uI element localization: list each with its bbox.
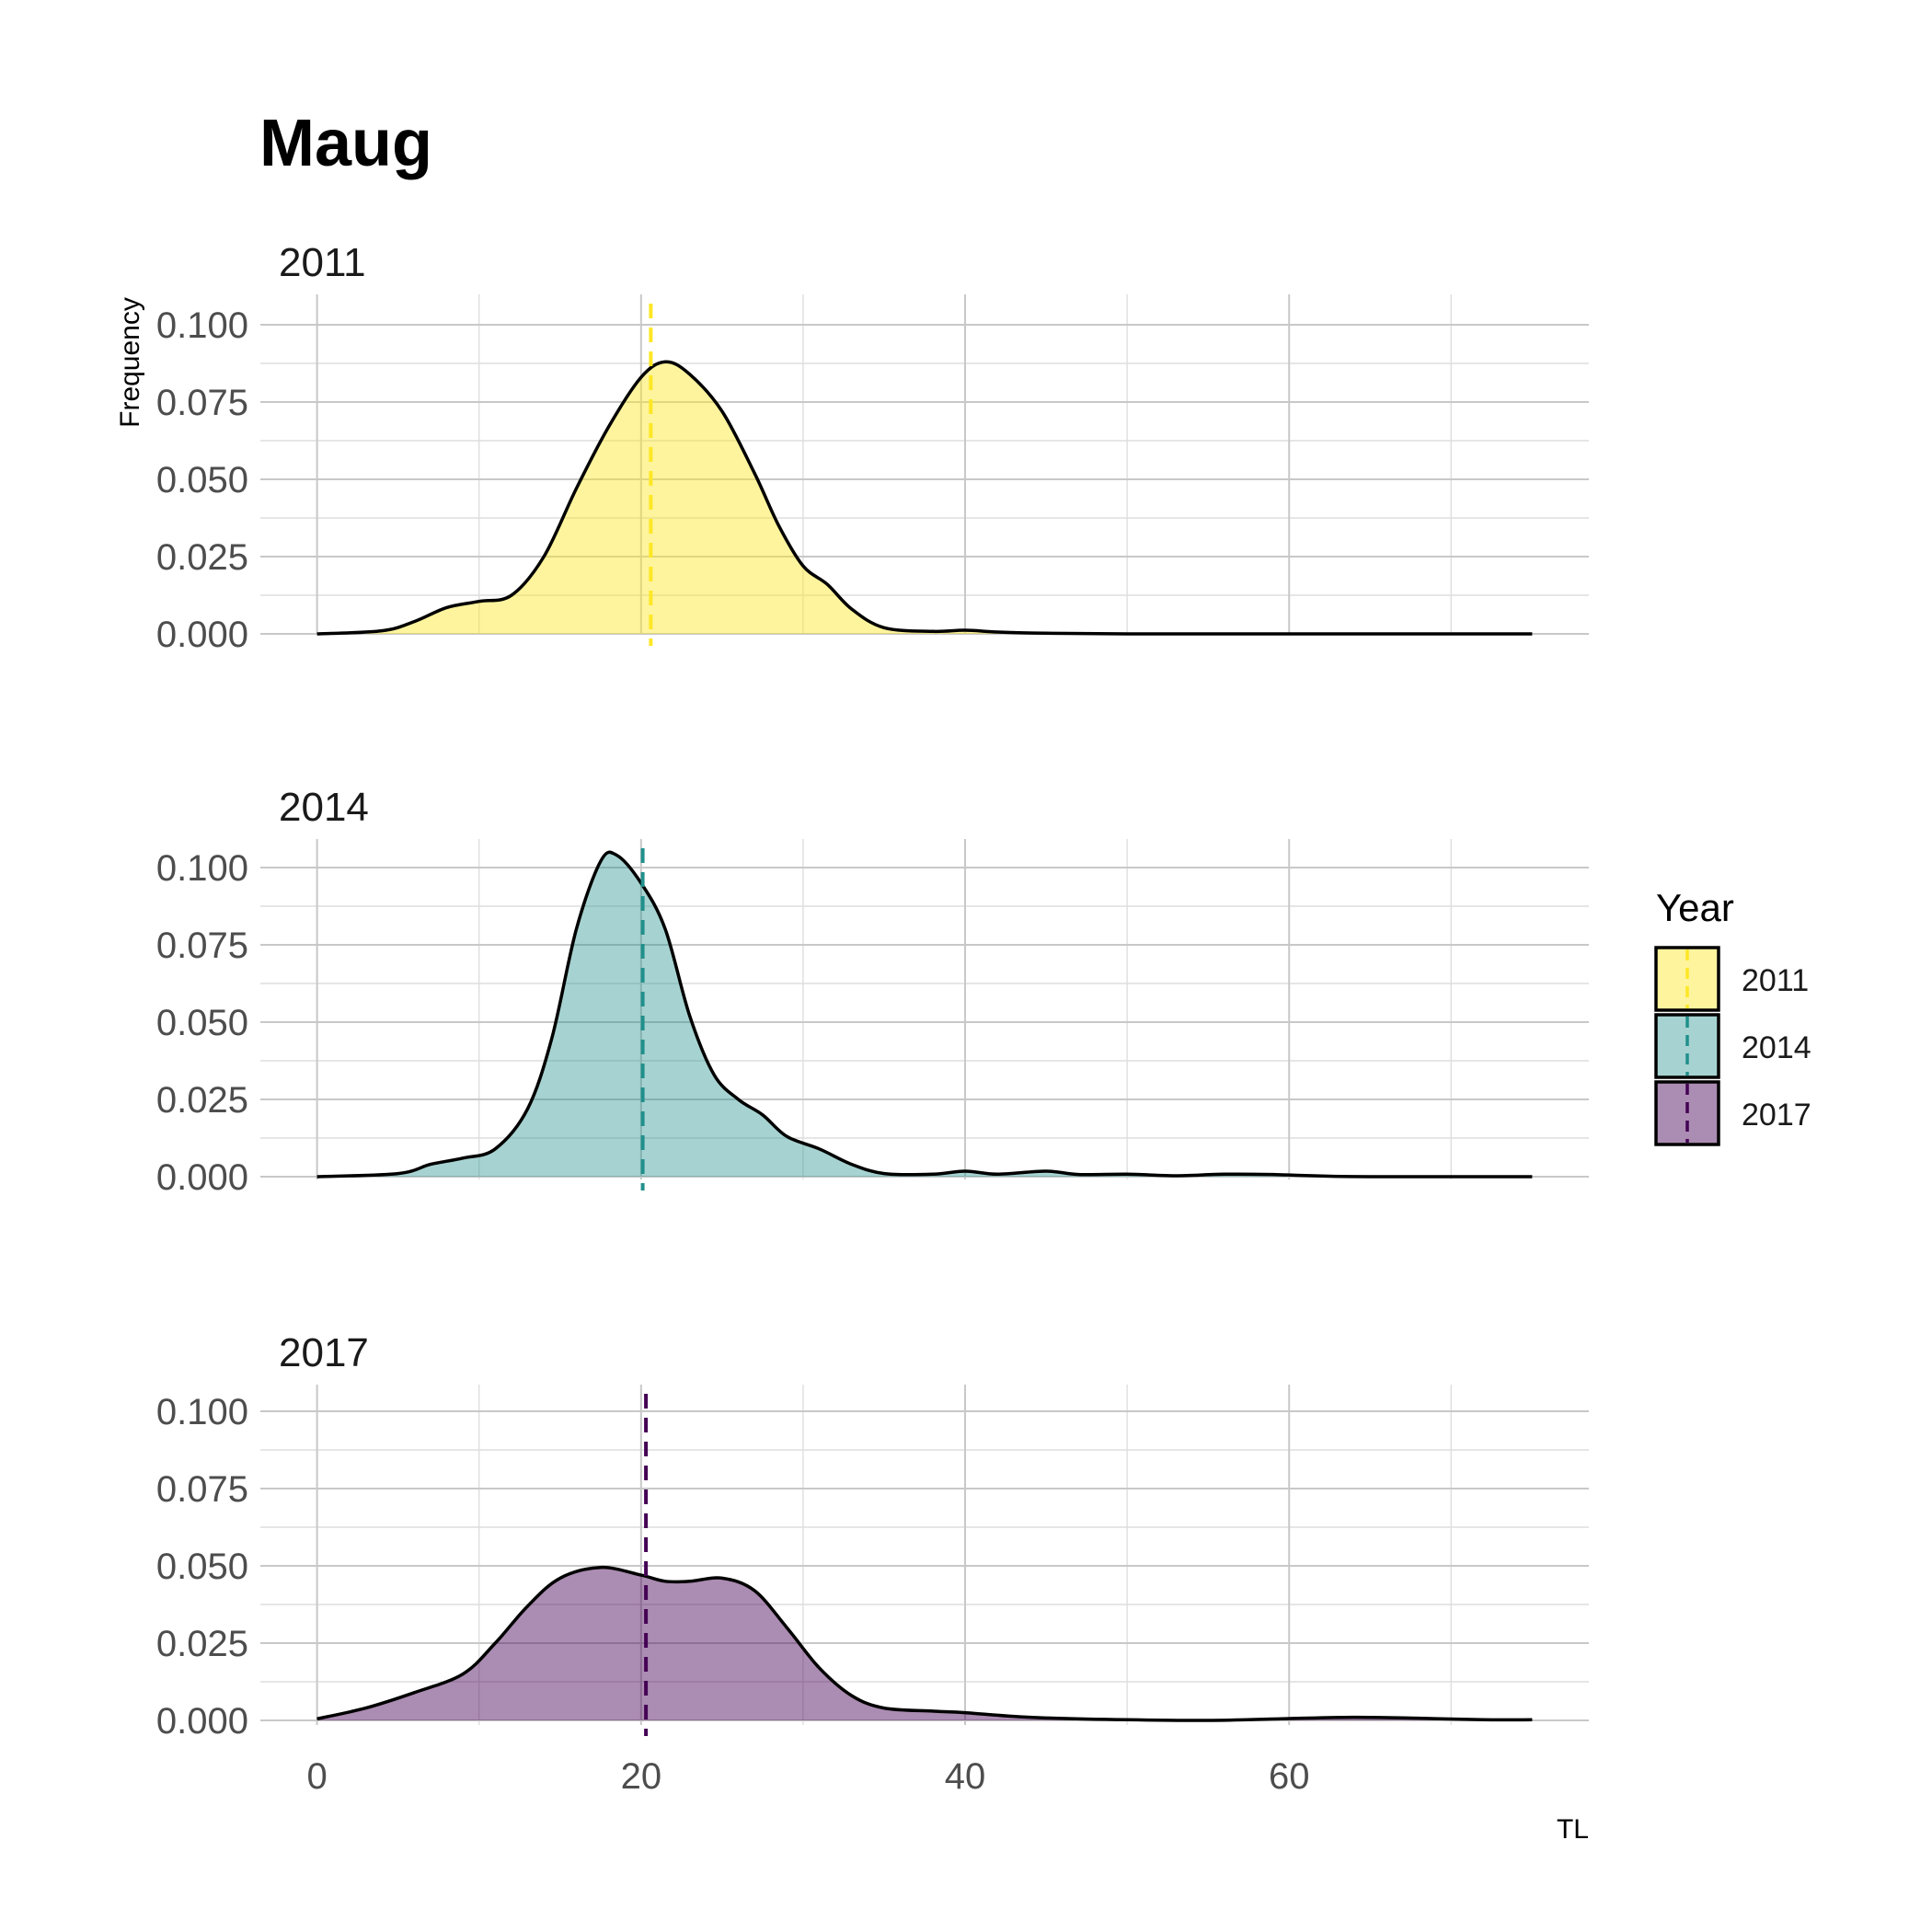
legend: Year 2011 2014 2017 — [1654, 886, 1811, 1146]
y-tick-label: 0.000 — [156, 615, 248, 655]
y-tick-label: 0.050 — [156, 1547, 248, 1587]
density-curve-2014 — [316, 850, 1533, 1179]
legend-item-2011: 2011 — [1654, 946, 1809, 1012]
facet-panels: 0.0000.0250.0500.0750.10020110.0000.0250… — [156, 240, 1589, 1742]
facet-panel-2017: 0.000 0.025 0.050 0.075 0.100 2017 — [156, 1330, 1589, 1742]
y-tick-label: 0.100 — [156, 1392, 248, 1432]
y-tick-label: 0.000 — [156, 1157, 248, 1198]
y-tick-label: 0.075 — [156, 383, 248, 423]
y-tick-label: 0.075 — [156, 926, 248, 966]
legend-title: Year — [1656, 886, 1734, 929]
facet-panel-2011: 0.000 0.025 0.050 0.075 0.100 2011 — [156, 240, 1589, 655]
y-tick-label: 0.100 — [156, 305, 248, 346]
density-area-2014 — [316, 852, 1533, 1177]
y-tick-label: 0.025 — [156, 1624, 248, 1664]
facet-panel-2014: 0.000 0.025 0.050 0.075 0.100 2014 — [156, 785, 1589, 1198]
density-area-2011 — [316, 362, 1533, 634]
density-curve-2017 — [316, 1565, 1533, 1722]
y-axis-title: Frequency — [115, 297, 145, 428]
y-tick-label: 0.000 — [156, 1701, 248, 1742]
y-tick-label: 0.025 — [156, 1080, 248, 1121]
y-tick-label: 0.100 — [156, 848, 248, 889]
legend-label: 2014 — [1742, 1030, 1811, 1065]
legend-label: 2011 — [1742, 963, 1809, 998]
x-tick-label: 20 — [621, 1756, 662, 1797]
density-curve-2011 — [316, 360, 1533, 636]
y-tick-label: 0.025 — [156, 537, 248, 578]
legend-item-2014: 2014 — [1654, 1013, 1811, 1079]
chart-title: Maug — [259, 107, 432, 180]
y-tick-label: 0.050 — [156, 460, 248, 500]
y-tick-label: 0.075 — [156, 1469, 248, 1510]
legend-item-2017: 2017 — [1654, 1080, 1811, 1146]
facet-title: 2011 — [279, 240, 366, 285]
x-axis-ticks: 0 20 40 60 — [307, 1756, 1310, 1797]
x-tick-label: 60 — [1269, 1756, 1310, 1797]
facet-title: 2014 — [279, 785, 369, 830]
y-tick-label: 0.050 — [156, 1003, 248, 1043]
x-axis-title: TL — [1557, 1814, 1589, 1845]
legend-label: 2017 — [1742, 1098, 1811, 1133]
x-tick-label: 40 — [945, 1756, 986, 1797]
facet-title: 2017 — [279, 1330, 369, 1375]
density-area-2017 — [316, 1567, 1533, 1720]
x-tick-label: 0 — [307, 1756, 328, 1797]
